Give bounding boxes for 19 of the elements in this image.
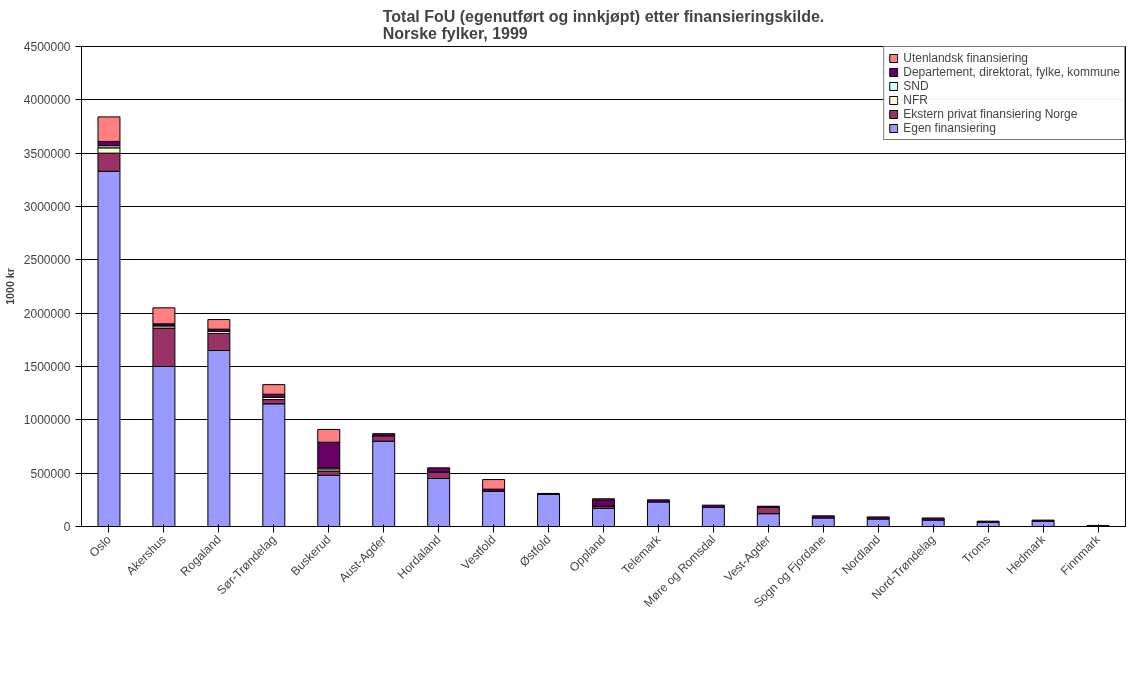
chart-title: Total FoU (egenutført og innkjøpt) etter finansieringskilde. Norske fylker, 1999 xyxy=(382,7,825,42)
legend-label: Ekstern privat finansiering Norge xyxy=(903,107,1078,121)
y-tick-label: 4500000 xyxy=(23,40,71,54)
y-tick-label: 4000000 xyxy=(23,93,71,108)
y-tick-label: 2500000 xyxy=(23,253,71,268)
y-axis-title: 1000 kr xyxy=(3,268,16,305)
legend-label: Utenlandsk finansiering xyxy=(903,51,1028,65)
legend-label: Egen finansiering xyxy=(903,121,996,135)
legend-label: NFR xyxy=(903,93,928,107)
y-tick-label: 3000000 xyxy=(23,200,71,214)
y-tick-label: 1000000 xyxy=(23,413,71,428)
y-tick-label: 500000 xyxy=(30,466,71,481)
y-tick-label: 3500000 xyxy=(23,146,71,161)
legend-label: Departement, direktorat, fylke, kommune xyxy=(903,65,1120,79)
y-tick-label: 0 xyxy=(63,520,71,534)
y-tick-label: 1500000 xyxy=(23,360,71,374)
legend-label: SND xyxy=(903,79,929,93)
x-tick-label: Oslo xyxy=(86,532,115,560)
y-tick-label: 2000000 xyxy=(23,306,71,321)
